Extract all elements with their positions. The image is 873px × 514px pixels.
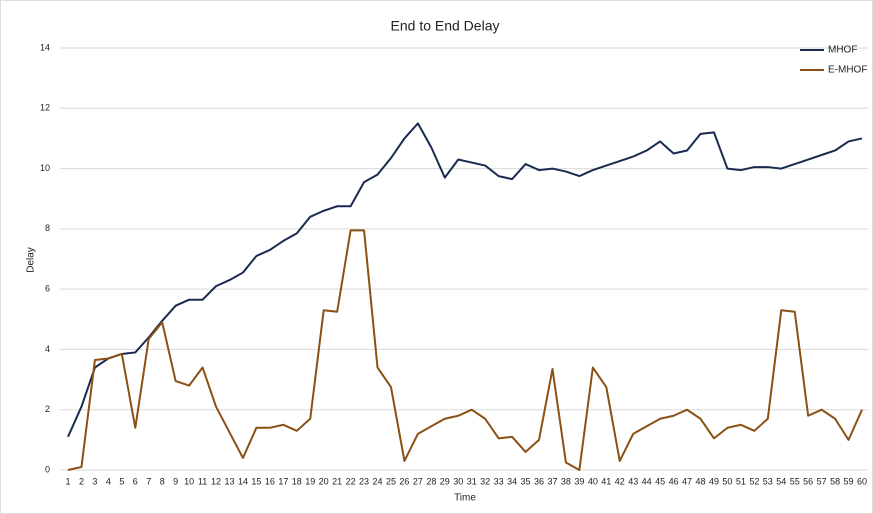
x-tick-label: 57 [817, 476, 827, 486]
x-axis-label: Time [454, 493, 476, 504]
x-tick-label: 45 [655, 476, 665, 486]
x-tick-label: 7 [146, 476, 151, 486]
x-tick-label: 55 [790, 476, 800, 486]
x-tick-label: 34 [507, 476, 517, 486]
x-tick-label: 31 [467, 476, 477, 486]
x-tick-label: 25 [386, 476, 396, 486]
x-tick-label: 23 [359, 476, 369, 486]
x-tick-label: 32 [480, 476, 490, 486]
legend-label: MHOF [828, 45, 857, 56]
y-tick-label: 6 [45, 284, 50, 294]
x-tick-label: 30 [453, 476, 463, 486]
y-tick-label: 0 [45, 464, 50, 474]
y-tick-label: 8 [45, 223, 50, 233]
x-tick-label: 56 [803, 476, 813, 486]
x-tick-label: 9 [173, 476, 178, 486]
series-line [67, 229, 863, 471]
y-tick-label: 10 [40, 163, 50, 173]
x-tick-label: 8 [160, 476, 165, 486]
x-tick-label: 35 [521, 476, 531, 486]
y-tick-label: 4 [45, 344, 50, 354]
x-tick-label: 43 [628, 476, 638, 486]
x-tick-label: 15 [251, 476, 261, 486]
x-tick-label: 21 [332, 476, 342, 486]
x-tick-label: 42 [615, 476, 625, 486]
x-tick-label: 11 [198, 476, 207, 486]
x-tick-label: 20 [319, 476, 329, 486]
x-tick-label: 38 [561, 476, 571, 486]
x-tick-label: 16 [265, 476, 275, 486]
x-tick-label: 12 [211, 476, 221, 486]
y-axis-label: Delay [26, 247, 37, 273]
x-tick-label: 26 [399, 476, 409, 486]
x-tick-label: 39 [574, 476, 584, 486]
x-tick-label: 59 [844, 476, 854, 486]
legend-label: E-MHOF [828, 65, 867, 76]
x-tick-label: 60 [857, 476, 867, 486]
x-tick-label: 24 [373, 476, 383, 486]
y-tick-label: 14 [40, 42, 50, 52]
x-tick-label: 2 [79, 476, 84, 486]
x-tick-label: 1 [65, 476, 70, 486]
x-tick-label: 50 [722, 476, 732, 486]
x-tick-label: 48 [696, 476, 706, 486]
x-tick-label: 14 [238, 476, 248, 486]
x-tick-label: 4 [106, 476, 111, 486]
x-tick-label: 17 [278, 476, 288, 486]
x-tick-label: 41 [601, 476, 611, 486]
x-tick-label: 18 [292, 476, 302, 486]
x-tick-label: 10 [184, 476, 194, 486]
x-tick-label: 37 [547, 476, 557, 486]
x-tick-label: 54 [776, 476, 786, 486]
x-tick-label: 13 [224, 476, 234, 486]
x-tick-label: 28 [426, 476, 436, 486]
x-tick-label: 47 [682, 476, 692, 486]
x-tick-label: 19 [305, 476, 315, 486]
x-tick-label: 27 [413, 476, 423, 486]
x-tick-label: 36 [534, 476, 544, 486]
x-tick-label: 6 [133, 476, 138, 486]
x-tick-label: 22 [346, 476, 356, 486]
x-tick-label: 44 [642, 476, 652, 486]
x-tick-label: 40 [588, 476, 598, 486]
series-line [67, 122, 863, 438]
x-tick-label: 3 [92, 476, 97, 486]
x-tick-label: 5 [119, 476, 124, 486]
x-tick-label: 58 [830, 476, 840, 486]
x-tick-label: 46 [669, 476, 679, 486]
y-tick-label: 12 [40, 103, 50, 113]
x-tick-label: 49 [709, 476, 719, 486]
x-tick-label: 29 [440, 476, 450, 486]
x-tick-label: 52 [749, 476, 759, 486]
x-tick-label: 33 [494, 476, 504, 486]
x-tick-label: 53 [763, 476, 773, 486]
y-tick-label: 2 [45, 404, 50, 414]
chart-title: End to End Delay [391, 18, 500, 34]
x-tick-label: 51 [736, 476, 746, 486]
